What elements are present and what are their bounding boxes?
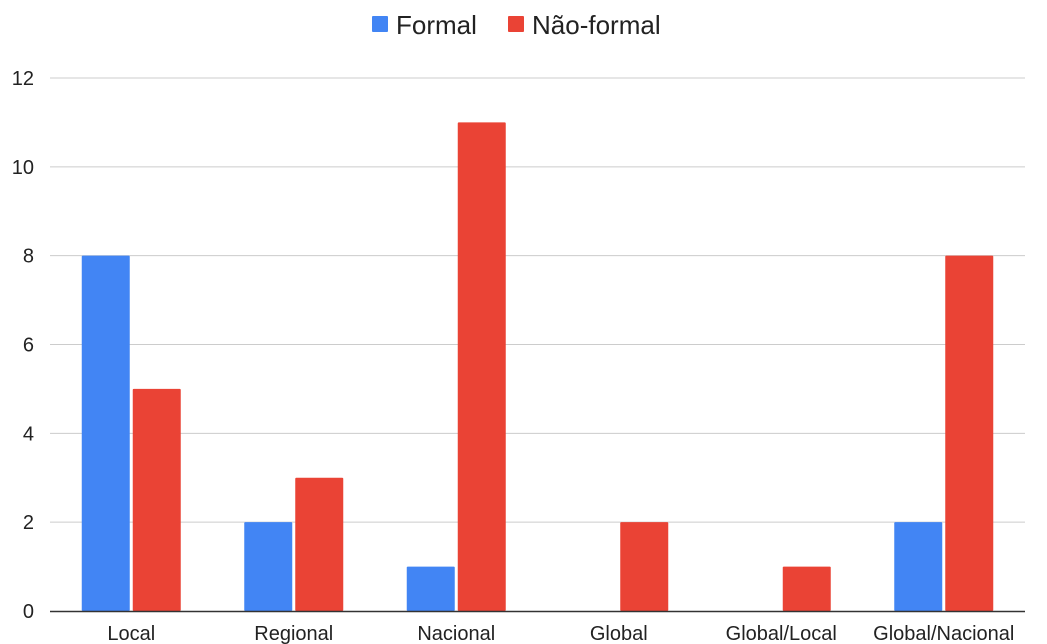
y-tick-label-12: 12 (12, 68, 34, 90)
y-tick-label-8: 8 (23, 246, 34, 268)
bar-formal-global-nacional (894, 522, 943, 611)
y-tick-label-0: 0 (23, 601, 34, 623)
bar-n-o-formal-global (620, 522, 669, 611)
bar-formal-nacional (406, 566, 455, 611)
x-tick-label-global-nacional: Global/Nacional (873, 623, 1014, 644)
bar-formal-local (81, 255, 130, 611)
y-axis-tick-labels: 0 2 4 6 8 10 12 (12, 68, 34, 623)
chart-legend: Formal Não-formal (372, 10, 661, 40)
legend-label-nao-formal: Não-formal (532, 10, 661, 40)
legend-swatch-formal (372, 16, 388, 32)
gridlines (50, 77, 1025, 523)
x-tick-label-regional: Regional (254, 623, 333, 644)
bars (81, 122, 994, 612)
y-tick-label-4: 4 (23, 423, 34, 445)
legend-swatch-nao-formal (508, 16, 524, 32)
x-axis-category-labels: Local Regional Nacional Global Global/Local G… (107, 623, 1014, 644)
bar-n-o-formal-local (132, 388, 181, 611)
bar-n-o-formal-global-nacional (945, 255, 994, 611)
x-tick-label-global: Global (590, 623, 648, 644)
y-tick-label-2: 2 (23, 512, 34, 534)
bar-n-o-formal-nacional (457, 122, 506, 612)
x-tick-label-global-local: Global/Local (726, 623, 837, 644)
bar-n-o-formal-global-local (782, 566, 831, 611)
y-tick-label-6: 6 (23, 335, 34, 357)
y-tick-label-10: 10 (12, 157, 34, 179)
x-tick-label-nacional: Nacional (417, 623, 495, 644)
bar-formal-regional (244, 522, 293, 611)
legend-label-formal: Formal (396, 10, 477, 40)
bar-n-o-formal-regional (295, 477, 344, 611)
x-tick-label-local: Local (107, 623, 155, 644)
